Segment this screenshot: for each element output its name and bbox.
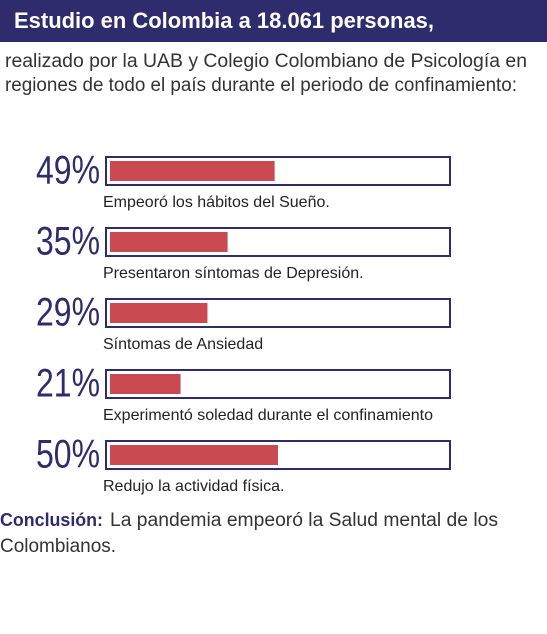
- value-label: 35%: [36, 220, 100, 264]
- conclusion-label: Conclusión:: [0, 510, 103, 530]
- title-band: [0, 0, 547, 42]
- value-label: 29%: [36, 291, 100, 335]
- bar: [110, 161, 275, 181]
- conclusion-text: La pandemia empeoró la Salud mental de l…: [110, 510, 498, 531]
- subtitle-line: regiones de todo el país durante el peri…: [5, 75, 517, 96]
- category-label: Experimentó soledad durante el confinami…: [103, 407, 433, 424]
- bar: [110, 445, 278, 465]
- category-label: Redujo la actividad física.: [103, 478, 284, 495]
- value-label: 49%: [36, 149, 100, 193]
- category-label: Síntomas de Ansiedad: [103, 336, 263, 353]
- value-label: 50%: [36, 433, 100, 477]
- category-label: Presentaron síntomas de Depresión.: [103, 265, 364, 282]
- chart-title: Estudio en Colombia a 18.061 personas,: [14, 8, 434, 33]
- bar: [110, 374, 181, 394]
- bar: [110, 232, 228, 252]
- subtitle-line: realizado por la UAB y Colegio Colombian…: [5, 51, 527, 72]
- bar: [110, 303, 208, 323]
- value-label: 21%: [36, 362, 100, 406]
- conclusion-text: Colombianos.: [0, 536, 116, 557]
- category-label: Empeoró los hábitos del Sueño.: [103, 194, 330, 211]
